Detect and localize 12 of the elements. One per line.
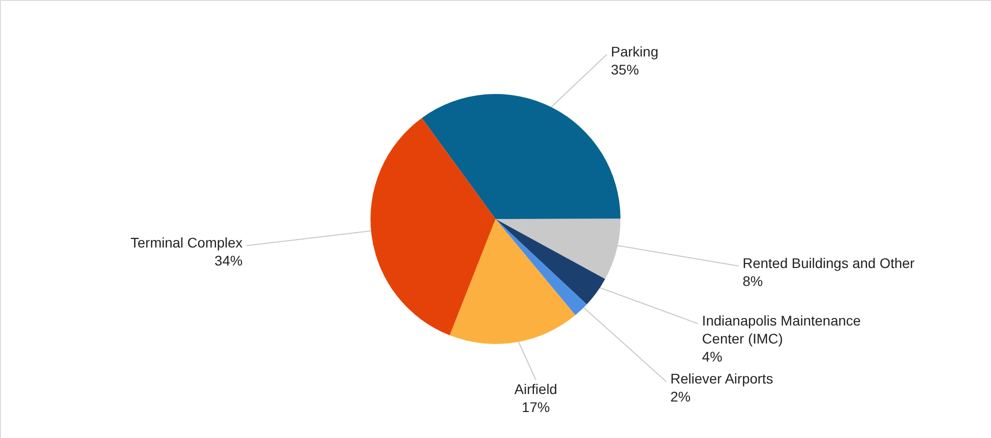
slice-label: Terminal Complex <box>130 234 243 251</box>
slice-label: Airfield <box>514 380 558 397</box>
slice-label: Parking <box>610 43 658 60</box>
slice-label: Reliever Airports <box>670 370 774 387</box>
data-label: 2% <box>670 388 691 405</box>
data-label: 8% <box>742 273 763 289</box>
data-label: 34% <box>214 252 243 269</box>
data-label: 4% <box>702 348 722 365</box>
data-label: 35% <box>610 61 639 78</box>
slice-label: Indianapolis Maintenance Center (IMC) <box>702 312 862 347</box>
slice-label: Rented Buildings and Other <box>742 255 915 271</box>
data-label: 17% <box>522 398 550 415</box>
